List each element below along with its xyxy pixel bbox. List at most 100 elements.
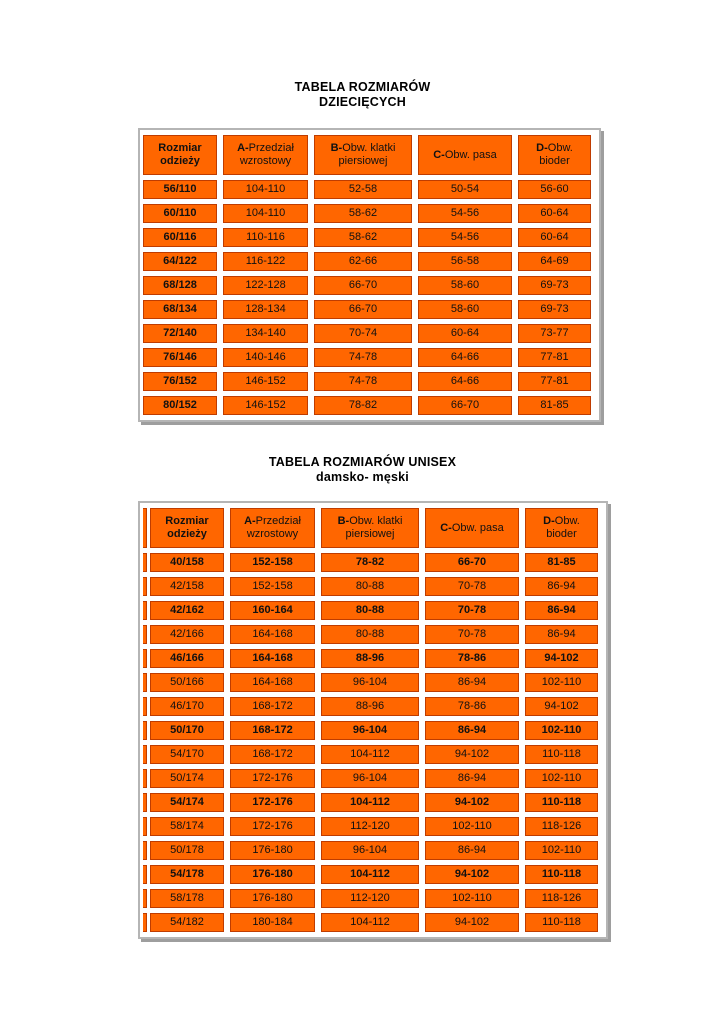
range-cell: 102-110 [525,841,598,860]
children-size-table: Rozmiar odzieży A-Przedział wzrostowy B-Ob… [138,128,601,422]
size-cell: 54/170 [150,745,224,764]
column-header: D-Obw. bioder [518,135,591,175]
range-cell: 62-66 [314,252,412,271]
range-cell: 112-120 [321,889,419,908]
clipped-column-sliver [143,625,147,644]
column-header-text: D-Obw. bioder [526,515,597,541]
column-header: C-Obw. pasa [418,135,512,175]
table-row: 68/128 122-128 66-70 58-60 69-73 [143,276,591,295]
range-cell: 102-110 [525,673,598,692]
range-cell: 118-126 [525,889,598,908]
table-row: 40/158 152-158 78-82 66-70 81-85 [143,553,598,572]
range-cell: 146-152 [223,396,308,415]
column-header-label: Przedział wzrostowy [239,142,294,167]
clipped-column-sliver [143,745,147,764]
size-cell: 58/174 [150,817,224,836]
column-header-prefix: Rozmiar odzieży [158,142,202,167]
table-row: 68/134 128-134 66-70 58-60 69-73 [143,300,591,319]
size-cell: 50/174 [150,769,224,788]
table-row: 56/110 104-110 52-58 50-54 56-60 [143,180,591,199]
table-row: 76/152 146-152 74-78 64-66 77-81 [143,372,591,391]
range-cell: 70-78 [425,601,519,620]
column-header-prefix: A- [244,515,256,527]
table-row: 58/178 176-180 112-120 102-110 118-126 [143,889,598,908]
range-cell: 164-168 [230,625,315,644]
column-header-text: C-Obw. pasa [426,522,518,535]
size-cell: 76/146 [143,348,217,367]
range-cell: 168-172 [230,697,315,716]
table-row: 50/166 164-168 96-104 86-94 102-110 [143,673,598,692]
column-header: Rozmiar odzieży [150,508,224,548]
clipped-column-sliver [143,865,147,884]
range-cell: 104-110 [223,204,308,223]
clipped-column-sliver [143,673,147,692]
range-cell: 172-176 [230,769,315,788]
table-row: 46/170 168-172 88-96 78-86 94-102 [143,697,598,716]
range-cell: 176-180 [230,889,315,908]
column-header-prefix: C- [433,148,445,161]
clipped-column-sliver [143,889,147,908]
range-cell: 88-96 [321,697,419,716]
range-cell: 102-110 [525,721,598,740]
range-cell: 58-62 [314,228,412,247]
range-cell: 80-88 [321,625,419,644]
clipped-column-sliver [143,817,147,836]
range-cell: 58-62 [314,204,412,223]
column-header: B-Obw. klatki piersiowej [314,135,412,175]
clipped-column-sliver [143,553,147,572]
table-row: 50/170 168-172 96-104 86-94 102-110 [143,721,598,740]
clipped-column-sliver [143,841,147,860]
range-cell: 102-110 [425,817,519,836]
range-cell: 86-94 [425,673,519,692]
range-cell: 74-78 [314,372,412,391]
range-cell: 172-176 [230,793,315,812]
range-cell: 160-164 [230,601,315,620]
range-cell: 70-78 [425,577,519,596]
column-header-label: Obw. bioder [546,515,580,540]
range-cell: 86-94 [525,577,598,596]
table-row: 60/116 110-116 58-62 54-56 60-64 [143,228,591,247]
range-cell: 94-102 [425,745,519,764]
size-cell: 54/182 [150,913,224,932]
range-cell: 134-140 [223,324,308,343]
size-cell: 58/178 [150,889,224,908]
clipped-column-sliver [143,769,147,788]
range-cell: 104-112 [321,793,419,812]
range-cell: 78-82 [321,553,419,572]
column-header-text: B-Obw. klatki piersiowej [315,142,411,168]
range-cell: 58-60 [418,300,512,319]
size-cell: 54/178 [150,865,224,884]
range-cell: 140-146 [223,348,308,367]
range-cell: 81-85 [518,396,591,415]
range-cell: 152-158 [230,553,315,572]
range-cell: 112-120 [321,817,419,836]
table-row: 42/166 164-168 80-88 70-78 86-94 [143,625,598,644]
range-cell: 70-78 [425,625,519,644]
range-cell: 168-172 [230,721,315,740]
clipped-column-sliver [143,508,147,548]
size-cell: 76/152 [143,372,217,391]
range-cell: 64-69 [518,252,591,271]
size-cell: 54/174 [150,793,224,812]
column-header: B-Obw. klatki piersiowej [321,508,419,548]
table-row: 46/166 164-168 88-96 78-86 94-102 [143,649,598,668]
size-cell: 50/170 [150,721,224,740]
column-header-text: C-Obw. pasa [419,149,511,162]
column-header-text: Rozmiar odzieży [144,142,216,168]
column-header: A-Przedział wzrostowy [230,508,315,548]
range-cell: 96-104 [321,769,419,788]
column-header-prefix: D- [543,515,555,527]
size-cell: 50/166 [150,673,224,692]
size-cell: 56/110 [143,180,217,199]
range-cell: 77-81 [518,372,591,391]
range-cell: 96-104 [321,721,419,740]
table-row: 54/182 180-184 104-112 94-102 110-118 [143,913,598,932]
column-header-text: B-Obw. klatki piersiowej [322,515,418,541]
size-cell: 72/140 [143,324,217,343]
range-cell: 56-58 [418,252,512,271]
range-cell: 64-66 [418,348,512,367]
size-cell: 60/116 [143,228,217,247]
range-cell: 104-112 [321,865,419,884]
column-header-label: Obw. pasa [444,148,497,161]
table-row: 58/174 172-176 112-120 102-110 118-126 [143,817,598,836]
